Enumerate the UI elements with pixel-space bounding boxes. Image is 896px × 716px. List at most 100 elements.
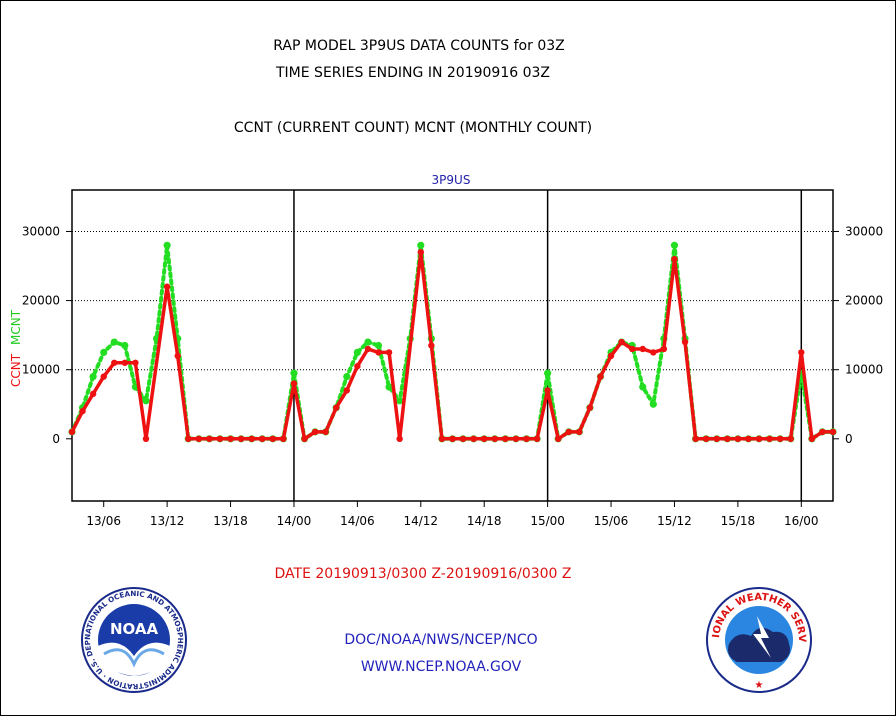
x-axis: 13/06 13/12 13/18 14/00 14/06 14/12 14/18 15/00… [86, 501, 819, 528]
data-point-ccnt [671, 255, 678, 263]
plot-title: 3P9US [432, 173, 471, 187]
y-tick-label: 30000 [22, 224, 60, 238]
data-point-ccnt [470, 435, 477, 442]
data-point-ccnt [216, 435, 224, 442]
data-point-ccnt [597, 373, 604, 380]
x-tick-label: 15/18 [721, 514, 756, 528]
x-tick-label: 14/00 [277, 514, 312, 528]
data-point-mcnt [396, 397, 404, 405]
nws-star-icon: ★ [755, 680, 764, 691]
data-point-ccnt [142, 435, 150, 442]
data-point-ccnt [428, 342, 435, 349]
data-point-ccnt [343, 387, 351, 394]
x-tick-label: 13/12 [150, 514, 185, 528]
x-tick-label: 15/00 [530, 514, 565, 528]
data-point-ccnt [449, 435, 456, 442]
data-point-ccnt [227, 435, 234, 442]
data-point-ccnt [459, 435, 467, 442]
data-point-ccnt [195, 435, 203, 442]
data-point-ccnt [259, 435, 266, 442]
y-tick-label: 10000 [845, 363, 883, 377]
y-tick-label: 10000 [22, 363, 60, 377]
data-point-mcnt [544, 369, 552, 377]
plot-frame [71, 189, 834, 502]
data-point-ccnt [639, 345, 646, 353]
y-axis-label-mcnt: MCNT [9, 309, 23, 345]
data-point-ccnt [628, 345, 636, 353]
day-boundary-lines [293, 190, 803, 501]
data-point-ccnt [89, 390, 97, 398]
data-point-ccnt [375, 349, 382, 356]
data-point-ccnt [396, 435, 403, 442]
data-point-ccnt [111, 359, 118, 366]
data-point-ccnt [586, 404, 594, 411]
data-point-ccnt [491, 435, 498, 442]
data-point-mcnt [110, 338, 118, 346]
data-point-ccnt [734, 435, 742, 442]
data-point-mcnt [649, 400, 657, 408]
data-point-ccnt [502, 435, 509, 442]
data-point-ccnt [554, 435, 562, 442]
data-point-ccnt [702, 435, 710, 442]
data-point-ccnt [290, 380, 298, 387]
website-url: WWW.NCEP.NOAA.GOV [360, 659, 522, 675]
data-point-ccnt [565, 428, 572, 436]
y-tick-label: 0 [52, 432, 60, 446]
data-point-ccnt [280, 435, 287, 442]
x-tick-label: 14/12 [403, 514, 438, 528]
data-point-mcnt [121, 341, 129, 350]
data-point-mcnt [163, 241, 171, 249]
data-point-ccnt [776, 435, 784, 442]
data-point-ccnt [269, 435, 277, 442]
data-point-ccnt [766, 435, 773, 442]
data-point-ccnt [481, 435, 488, 442]
data-point-ccnt [713, 435, 720, 442]
y-tick-label: 30000 [845, 224, 883, 238]
data-point-ccnt [576, 428, 583, 436]
data-point-ccnt [755, 435, 763, 442]
data-point-ccnt [385, 349, 393, 356]
data-point-mcnt [353, 348, 361, 357]
series-line-ccnt [70, 250, 835, 441]
nws-logo: NATIONAL WEATHER SERVICE ★ [706, 587, 812, 693]
data-point-ccnt [533, 435, 541, 442]
data-point-mcnt [385, 383, 393, 391]
date-range: DATE 20190913/0300 Z-20190916/0300 Z [274, 566, 572, 582]
data-point-ccnt [798, 349, 805, 356]
y-tick-label: 20000 [845, 294, 883, 308]
data-point-mcnt [639, 383, 647, 391]
data-point-mcnt [374, 341, 383, 350]
data-point-ccnt [681, 338, 689, 346]
data-point-ccnt [808, 435, 816, 442]
y-tick-label: 0 [845, 432, 853, 446]
y-axis-title: CCNT MCNT [9, 309, 23, 387]
data-point-ccnt [745, 435, 752, 442]
data-point-ccnt [724, 435, 731, 442]
x-tick-label: 15/06 [594, 514, 629, 528]
data-point-ccnt [523, 435, 530, 442]
chart-title-line-1: RAP MODEL 3P9US DATA COUNTS for 03Z [273, 38, 565, 54]
chart-title-line-2: TIME SERIES ENDING IN 20190916 03Z [276, 65, 550, 81]
data-point-ccnt [100, 373, 107, 380]
data-point-ccnt [660, 345, 668, 353]
data-point-ccnt [417, 249, 424, 256]
data-point-ccnt [364, 345, 372, 353]
data-point-ccnt [163, 283, 171, 290]
data-point-ccnt [787, 435, 794, 442]
data-point-mcnt [417, 241, 425, 249]
data-point-mcnt [290, 369, 298, 377]
data-point-mcnt [142, 397, 150, 405]
data-point-ccnt [692, 435, 699, 442]
series-ccnt [68, 249, 837, 442]
data-point-ccnt [438, 435, 446, 442]
data-point-ccnt [248, 435, 255, 442]
chart-subtitle: CCNT (CURRENT COUNT) MCNT (MONTHLY COUNT… [233, 120, 593, 136]
noaa-logo: NOAA NATIONAL OCEANIC AND ATMOSPHERIC AD… [81, 587, 187, 693]
data-point-ccnt [618, 338, 625, 346]
y-tick-label: 20000 [22, 294, 60, 308]
data-point-mcnt [343, 373, 351, 381]
data-point-ccnt [322, 428, 329, 436]
data-point-ccnt [185, 435, 192, 442]
grid-lines [72, 230, 833, 371]
